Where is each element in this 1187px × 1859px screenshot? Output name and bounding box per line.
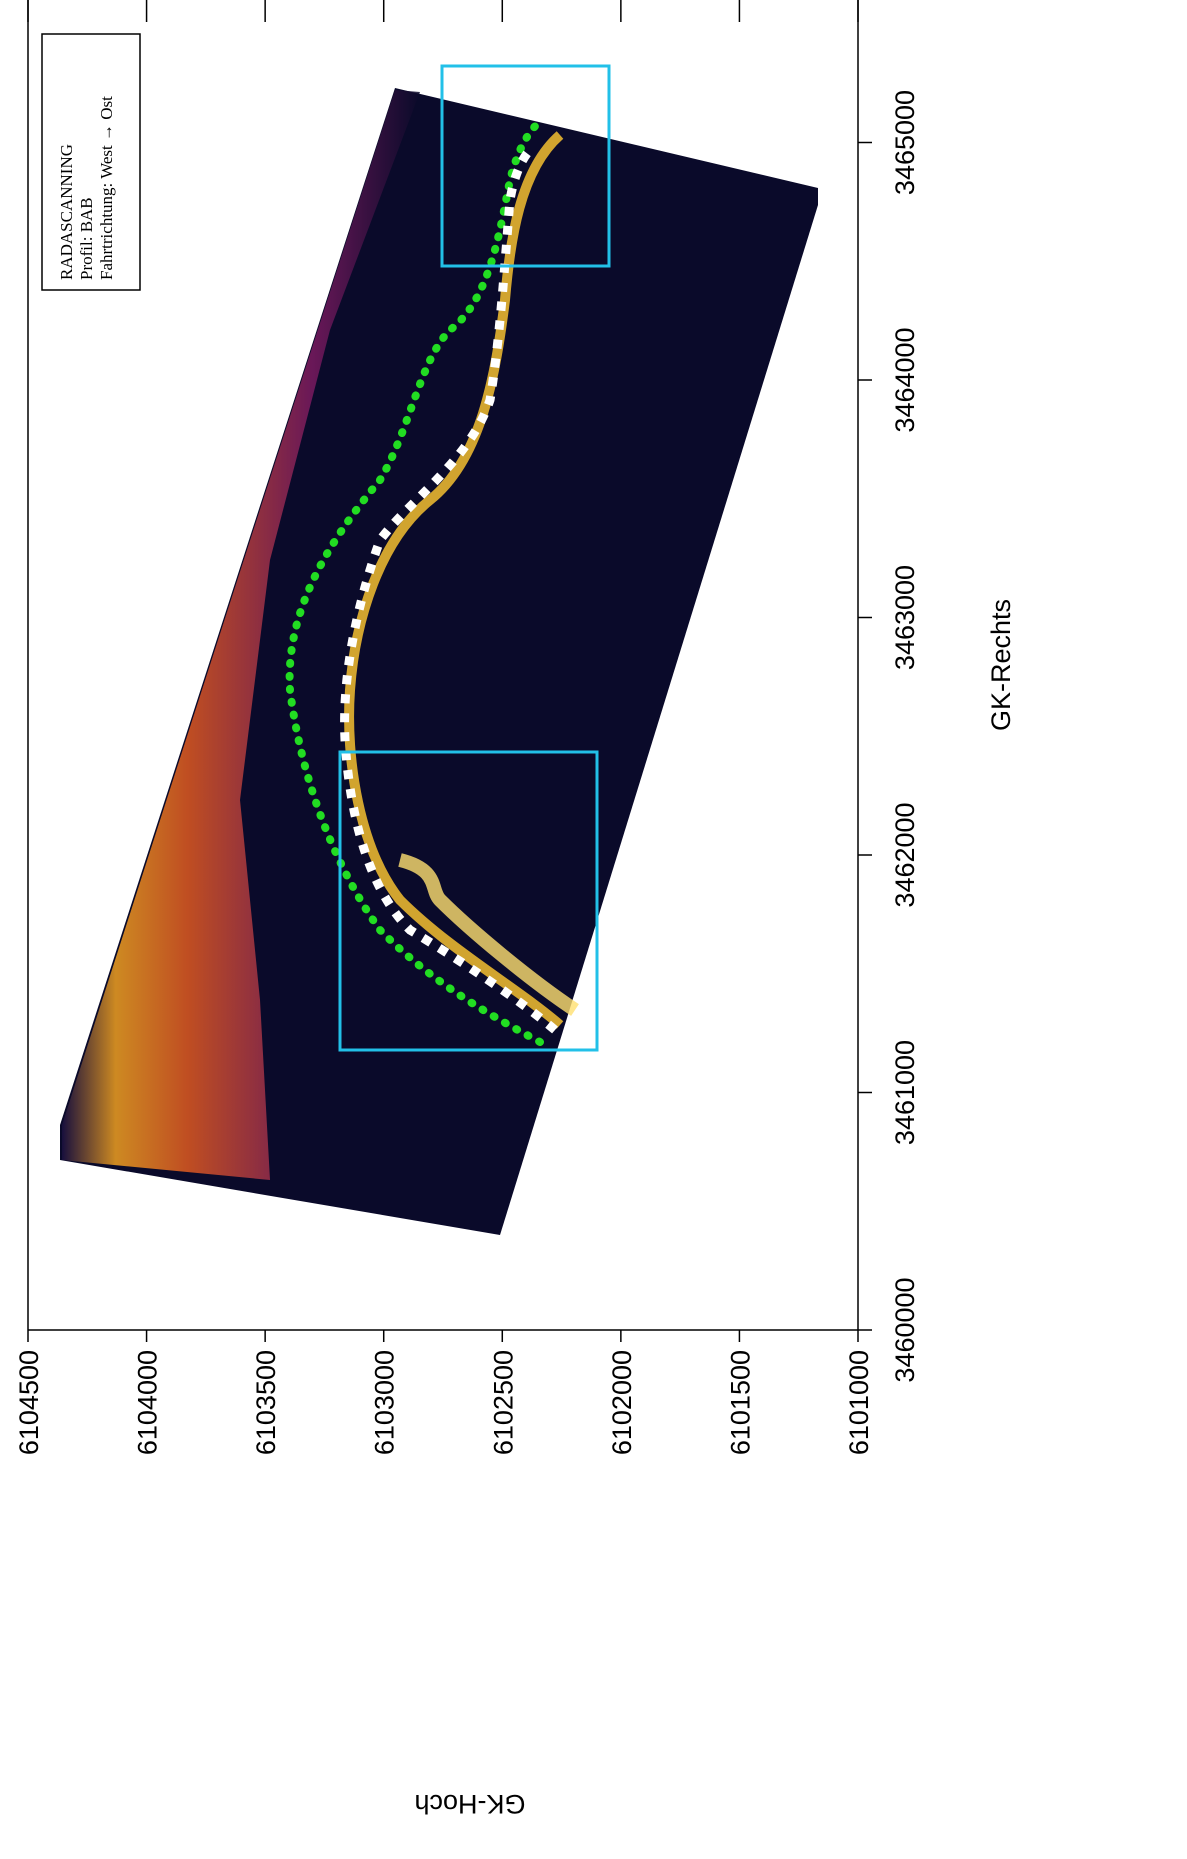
y-tick-label: 6101500 (725, 1350, 755, 1455)
annotation-line: Profil: BAB (77, 197, 96, 280)
x-tick-label: 3463000 (890, 565, 920, 670)
y-axis-title: GK-Hoch (414, 1789, 525, 1819)
annotation: RADASCANNING Profil: BAB Fahrtrichtung: We… (57, 96, 116, 280)
annotation-box (41, 33, 141, 291)
white-trace (340, 146, 558, 1034)
radar-surface (62, 90, 420, 1180)
reflection (397, 853, 579, 1016)
green-trace (285, 118, 544, 1046)
y-tick-label: 6103500 (251, 1350, 281, 1455)
x-tick-label: 3465000 (890, 90, 920, 195)
highlight-box (338, 750, 599, 1052)
y-tick-label: 6102000 (607, 1350, 637, 1455)
x-tick-label: 3462000 (890, 802, 920, 907)
y-tick-label: 6101000 (844, 1350, 874, 1455)
x-tick-label: 3460000 (890, 1277, 920, 1382)
y-tick-label: 6104000 (133, 1350, 163, 1455)
y-tick-label: 6104500 (14, 1350, 44, 1455)
annotation-line: Fahrtrichtung: West → Ost (97, 96, 116, 280)
annotation-line: RADASCANNING (57, 144, 76, 280)
y-tick-label: 6102500 (488, 1350, 518, 1455)
x-tick-label: 3464000 (890, 327, 920, 432)
x-tick-label: 3461000 (890, 1040, 920, 1145)
y-tick-label: 6103000 (370, 1350, 400, 1455)
x-axis-title: GK-Rechts (986, 599, 1016, 731)
highlight-box (440, 64, 611, 268)
